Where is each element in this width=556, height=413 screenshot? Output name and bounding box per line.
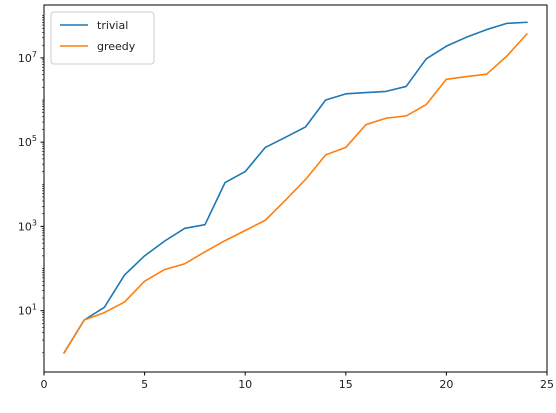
x-tick-label: 25 [540, 378, 554, 391]
y-tick-exponent: 5 [32, 134, 37, 143]
y-tick-exponent: 3 [32, 218, 37, 227]
x-tick-label: 10 [238, 378, 252, 391]
y-tick-base: 10 [18, 305, 32, 318]
series-line-trivial [63, 21, 528, 354]
plot-area [44, 5, 547, 372]
x-tick-label: 5 [141, 378, 148, 391]
legend-label-greedy: greedy [97, 40, 136, 53]
legend: trivial greedy [50, 11, 155, 65]
y-tick-label: 107 [18, 50, 37, 65]
y-tick-label: 101 [18, 303, 37, 318]
legend-label-trivial: trivial [97, 19, 128, 32]
y-tick-base: 10 [18, 136, 32, 149]
y-tick-exponent: 1 [32, 303, 37, 312]
y-tick-exponent: 7 [32, 50, 37, 59]
y-tick-base: 10 [18, 52, 32, 65]
x-tick-label: 15 [339, 378, 353, 391]
series-layer [63, 21, 529, 354]
x-tick-label: 0 [41, 378, 48, 391]
y-tick-label: 105 [18, 134, 37, 149]
series-line-greedy [63, 32, 529, 354]
x-tick-label: 20 [439, 378, 453, 391]
x-axis-ticks: 0 5 10 15 20 25 [41, 372, 554, 391]
y-tick-base: 10 [18, 220, 32, 233]
y-tick-label: 103 [18, 218, 37, 233]
